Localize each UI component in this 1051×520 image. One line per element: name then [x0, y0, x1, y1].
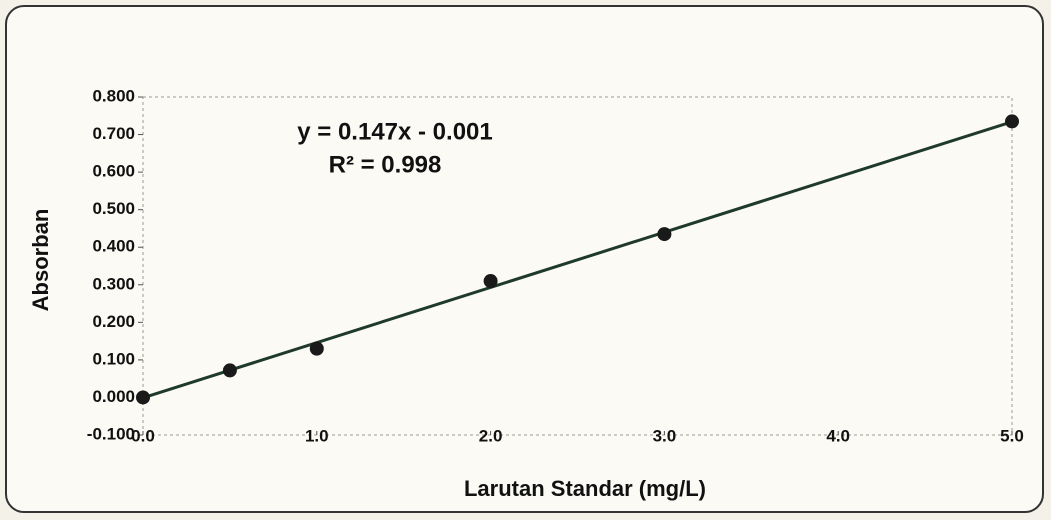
y-tick-label: 0.500 [92, 199, 135, 218]
data-point [657, 227, 672, 242]
y-axis-title: Absorban [28, 209, 53, 312]
x-axis-title: Larutan Standar (mg/L) [464, 476, 706, 501]
trendline-equation: y = 0.147x - 0.001 [297, 118, 493, 145]
data-point [1005, 114, 1019, 129]
y-tick-label: -0.100 [87, 424, 135, 443]
x-tick-label: 0.0 [131, 426, 155, 445]
x-tick-label: 2.0 [479, 426, 503, 445]
x-tick-label: 3.0 [653, 426, 677, 445]
r-squared: R² = 0.998 [329, 151, 442, 178]
x-tick-label: 1.0 [305, 426, 329, 445]
y-tick-label: 0.600 [92, 162, 135, 181]
y-tick-label: 0.700 [92, 124, 135, 143]
x-tick-label: 5.0 [1000, 426, 1024, 445]
y-tick-label: 0.200 [92, 312, 135, 331]
chart-frame [5, 5, 1044, 513]
data-point [222, 363, 237, 378]
y-tick-label: 0.800 [92, 86, 135, 105]
trendline [142, 120, 1013, 400]
y-tick-label: 0.100 [92, 349, 135, 368]
plot-area [142, 96, 1013, 436]
y-tick-label: 0.300 [92, 274, 135, 293]
y-tick-label: 0.400 [92, 237, 135, 256]
data-point [309, 341, 324, 356]
x-tick-label: 4.0 [826, 426, 850, 445]
y-tick-label: 0.000 [92, 387, 135, 406]
data-point [483, 274, 498, 289]
data-point [136, 390, 150, 405]
